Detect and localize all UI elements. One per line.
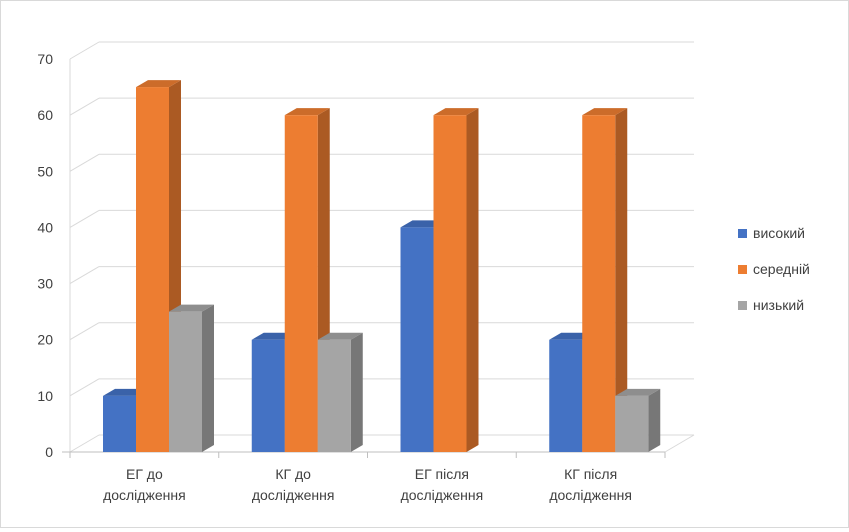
x-tick-label: дослідження <box>401 487 484 503</box>
floor-edge <box>664 434 695 453</box>
bar-side <box>350 332 363 452</box>
y-tick-label: 60 <box>37 107 53 123</box>
legend-label: середній <box>753 261 810 277</box>
bar <box>103 395 136 452</box>
y-tick-label: 10 <box>37 388 53 404</box>
gridline-side <box>69 97 100 116</box>
bar-top <box>169 304 214 312</box>
legend-label: високий <box>753 225 805 241</box>
legend-swatch <box>738 301 747 310</box>
x-tick-label: КГ після <box>564 466 617 482</box>
y-tick-label: 50 <box>37 163 53 179</box>
bar-top <box>615 388 661 396</box>
bar <box>317 339 351 452</box>
y-tick-label: 70 <box>37 51 53 67</box>
y-tick-label: 40 <box>37 219 53 235</box>
bar-top <box>284 108 330 116</box>
y-tick-label: 0 <box>45 444 53 460</box>
bar <box>251 339 285 452</box>
bar <box>433 115 467 453</box>
x-tick-label: дослідження <box>252 487 335 503</box>
bar-top <box>317 332 363 340</box>
bar-side <box>648 388 661 452</box>
legend-swatch <box>738 265 747 274</box>
gridline-side <box>69 209 100 228</box>
gridline-side <box>69 434 100 453</box>
bar <box>169 311 202 452</box>
bar-side <box>615 108 628 453</box>
bar-side <box>466 108 479 453</box>
bar <box>136 87 169 453</box>
x-tick-label: дослідження <box>103 487 186 503</box>
gridline-side <box>69 153 100 172</box>
legend-swatch <box>738 229 747 238</box>
x-tick-label: ЕГ після <box>415 466 469 482</box>
bar <box>615 395 649 452</box>
gridline-side <box>69 266 100 285</box>
legend-label: низький <box>753 297 804 313</box>
bar-top <box>582 108 628 116</box>
bar <box>549 339 583 452</box>
x-tick-label: дослідження <box>549 487 632 503</box>
bar-top <box>433 108 479 116</box>
gridline-side <box>69 41 100 60</box>
bar-top <box>136 80 181 88</box>
y-tick-label: 30 <box>37 276 53 292</box>
gridline-side <box>69 322 100 341</box>
bar <box>400 227 434 452</box>
x-tick-label: КГ до <box>275 466 311 482</box>
gridline-side <box>69 378 100 397</box>
y-tick-label: 20 <box>37 332 53 348</box>
bar <box>284 115 318 453</box>
bar-side <box>202 304 214 452</box>
x-tick-label: ЕГ до <box>126 466 163 482</box>
bar <box>582 115 616 453</box>
